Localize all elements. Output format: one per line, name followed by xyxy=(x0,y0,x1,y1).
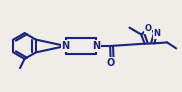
Text: N: N xyxy=(92,41,100,51)
Text: N: N xyxy=(154,29,161,38)
Text: O: O xyxy=(106,58,115,68)
Text: N: N xyxy=(62,41,70,51)
Text: O: O xyxy=(144,24,151,33)
